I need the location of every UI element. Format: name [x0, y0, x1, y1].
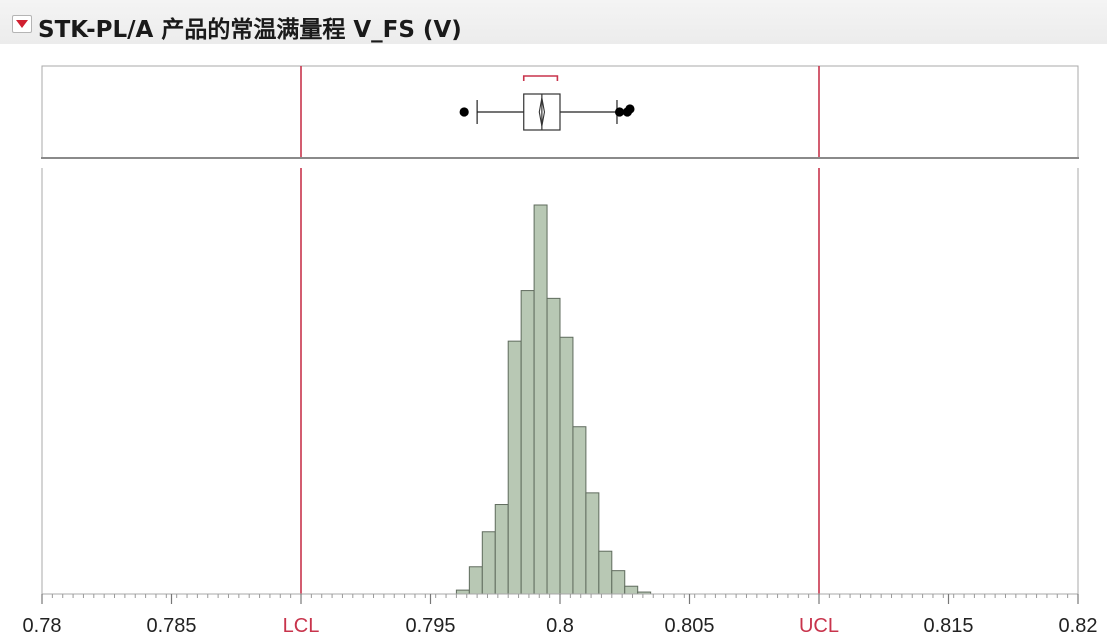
- histogram-bar: [481, 531, 496, 595]
- shortest-half-bracket: [522, 75, 559, 81]
- histogram-bar: [494, 504, 509, 595]
- histogram-bar: [468, 566, 483, 595]
- x-tick-label: 0.795: [405, 615, 455, 637]
- outlier-point: [625, 104, 635, 114]
- x-tick-label: 0.82: [1059, 615, 1098, 637]
- histogram-bar: [611, 570, 626, 595]
- histogram-bar: [559, 336, 574, 595]
- histogram-bar: [624, 585, 639, 595]
- x-tick-label: 0.8: [546, 615, 574, 637]
- x-tick-label: 0.805: [664, 615, 714, 637]
- limit-tick-label: LCL: [283, 615, 320, 637]
- mean-diamond: [538, 97, 546, 127]
- outlier-point: [614, 107, 625, 117]
- histogram-bar: [533, 204, 548, 595]
- histogram-bar: [546, 297, 561, 595]
- x-tick-label: 0.815: [923, 615, 973, 637]
- x-tick-label: 0.785: [146, 615, 196, 637]
- histogram-bar: [585, 492, 600, 595]
- chevron-down-icon: [16, 20, 28, 28]
- disclosure-toggle-button[interactable]: [12, 15, 32, 33]
- chart-title: STK-PL/A 产品的常温满量程 V_FS (V): [38, 17, 462, 43]
- boxplot-panel: [41, 65, 1079, 159]
- histogram-bar: [507, 340, 522, 595]
- x-tick-label: 0.78: [23, 615, 62, 637]
- histogram-bar: [572, 426, 587, 595]
- histogram-bar: [520, 290, 535, 595]
- x-axis: 0.78 0.785 LCL 0.795 0.8 0.805 UCL 0.815 0.82: [23, 593, 1098, 637]
- limit-tick-label: UCL: [799, 615, 839, 637]
- outlier-point: [459, 107, 469, 117]
- title-bar: STK-PL/A 产品的常温满量程 V_FS (V): [0, 0, 1107, 44]
- histogram-bar: [598, 550, 613, 595]
- histogram-bar: [455, 589, 470, 595]
- histogram-panel: [41, 168, 1079, 595]
